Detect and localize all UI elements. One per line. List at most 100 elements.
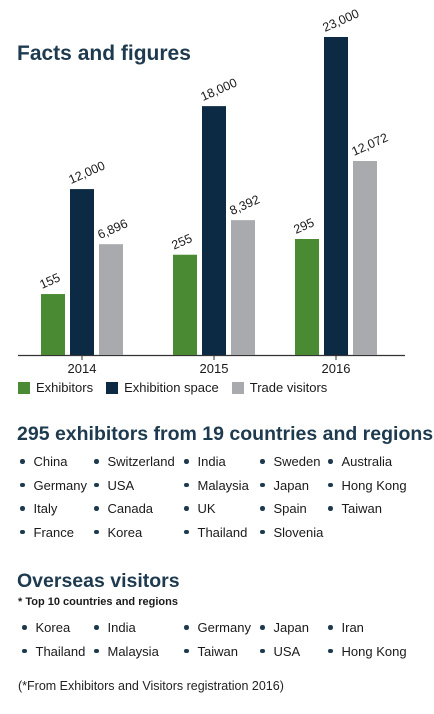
data-label: 295 (292, 215, 317, 236)
country-item: UK (184, 501, 216, 516)
bullet-icon (20, 459, 25, 464)
legend-item: Exhibition space (106, 380, 219, 395)
legend-label: Exhibition space (124, 380, 219, 395)
bullet-icon (20, 529, 25, 535)
bullet-icon (328, 506, 333, 511)
bullet-icon (260, 506, 265, 511)
bullet-icon (328, 625, 333, 630)
bullet-icon (20, 482, 25, 488)
data-label: 23,000 (321, 6, 362, 34)
bullet-icon (94, 648, 99, 654)
country-name: Hong Kong (341, 643, 407, 659)
data-label: 8,392 (228, 192, 262, 218)
country-item: Taiwan (184, 644, 238, 659)
country-item: Malaysia (94, 644, 159, 659)
country-item: France (20, 525, 74, 540)
bullet-icon (94, 459, 99, 464)
bullet-icon (20, 506, 25, 511)
country-item: Hong Kong (328, 478, 407, 493)
bar-2015-trade-visitors (231, 220, 255, 355)
country-item: Germany (20, 478, 87, 493)
country-item: China (20, 454, 67, 469)
legend-swatch (18, 381, 30, 394)
bullet-icon (184, 506, 189, 511)
visitors-heading: Overseas visitors (17, 570, 180, 592)
x-tick-label: 2014 (68, 361, 97, 376)
bullet-icon (94, 482, 99, 488)
country-name: Italy (33, 501, 58, 516)
country-name: Malaysia (197, 477, 249, 493)
country-name: Thailand (35, 643, 86, 659)
country-name: Taiwan (341, 501, 382, 516)
country-item: USA (94, 478, 134, 493)
country-item: India (94, 620, 136, 635)
country-name: Slovenia (273, 524, 324, 540)
legend-label: Exhibitors (36, 380, 94, 395)
bullet-icon (328, 482, 333, 488)
data-label: 12,000 (67, 158, 108, 186)
legend-item: Trade visitors (231, 380, 328, 395)
country-name: Malaysia (107, 643, 159, 659)
bullet-icon (22, 625, 27, 630)
country-name: France (33, 524, 74, 540)
country-item: Italy (20, 501, 57, 516)
legend-label: Trade visitors (249, 380, 328, 395)
country-item: Thailand (22, 644, 85, 659)
data-label: 12,072 (350, 130, 391, 158)
bullet-icon (260, 459, 265, 464)
country-item: Japan (260, 620, 309, 635)
bar-2014-trade-visitors (99, 244, 123, 355)
bullet-icon (260, 482, 265, 488)
country-name: Germany (197, 620, 251, 635)
country-name: India (197, 454, 226, 469)
country-name: Japan (273, 477, 309, 493)
bullet-icon (94, 625, 99, 630)
bar-2015-exhibitors (173, 254, 197, 355)
bullet-icon (184, 648, 189, 654)
country-item: Korea (94, 525, 142, 540)
bar-2014-exhibitors (41, 294, 65, 355)
chart-legend: Exhibitors Exhibition space Trade visitors (18, 380, 340, 395)
bar-2016-trade-visitors (353, 161, 377, 355)
country-name: Sweden (273, 454, 321, 469)
exhibitors-heading: 295 exhibitors from 19 countries and reg… (17, 423, 434, 445)
country-item: India (184, 454, 226, 469)
data-label: 155 (38, 270, 63, 291)
bullet-icon (260, 625, 265, 630)
country-item: Spain (260, 501, 307, 516)
country-item: Taiwan (328, 501, 382, 516)
country-item: Canada (94, 501, 153, 516)
bullet-icon (260, 648, 265, 654)
legend-swatch (231, 381, 244, 394)
bullet-icon (184, 459, 189, 464)
bar-chart: 155 12,000 6,896 2014 255 18,000 8,392 2015 295 2… (18, 6, 405, 376)
country-name: India (107, 620, 136, 635)
country-name: UK (197, 501, 216, 516)
country-name: Switzerland (107, 454, 175, 469)
data-label: 6,896 (96, 216, 130, 242)
bar-2015-exhibition-space (202, 106, 226, 355)
legend-item: Exhibitors (18, 380, 93, 395)
legend-swatch (106, 381, 119, 394)
country-item: Thailand (184, 525, 247, 540)
country-name: Canada (107, 501, 154, 516)
country-name: Australia (341, 454, 393, 469)
bullet-icon (184, 529, 189, 535)
bullet-icon (184, 625, 189, 630)
bullet-icon (184, 482, 189, 488)
country-item: Slovenia (260, 525, 323, 540)
bullet-icon (328, 648, 333, 654)
country-name: Korea (107, 524, 143, 540)
bullet-icon (94, 506, 99, 511)
country-item: Japan (260, 478, 309, 493)
country-name: Germany (33, 477, 87, 493)
visitors-subheading: * Top 10 countries and regions (18, 596, 178, 608)
country-item: Switzerland (94, 454, 175, 469)
country-name: China (33, 454, 68, 469)
country-item: Germany (184, 620, 251, 635)
country-name: Korea (35, 620, 71, 635)
bullet-icon (22, 648, 27, 654)
country-name: Iran (341, 620, 364, 635)
country-name: Japan (273, 620, 309, 635)
country-name: Spain (273, 501, 307, 516)
